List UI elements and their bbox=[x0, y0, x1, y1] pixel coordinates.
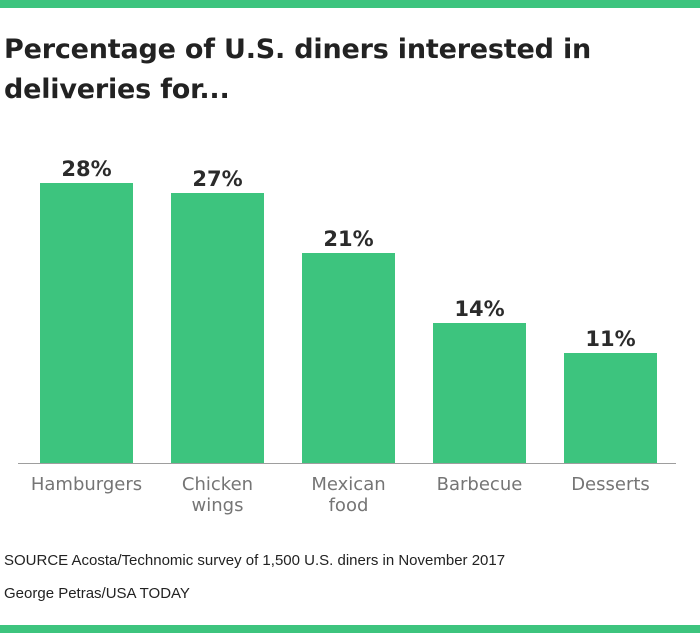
top-rule bbox=[0, 0, 700, 8]
bar bbox=[171, 193, 264, 463]
chart-title: Percentage of U.S. diners interested in … bbox=[4, 34, 592, 105]
bar bbox=[40, 183, 133, 463]
category-label: Hamburgers bbox=[31, 474, 142, 495]
category-label: food bbox=[329, 495, 369, 516]
data-label: 21% bbox=[323, 227, 373, 251]
category-label: wings bbox=[192, 495, 244, 516]
category-label: Desserts bbox=[571, 474, 650, 495]
data-label: 11% bbox=[585, 327, 635, 351]
data-label: 14% bbox=[454, 297, 504, 321]
category-label: Chicken bbox=[182, 474, 253, 495]
bar bbox=[433, 323, 526, 463]
bar bbox=[302, 253, 395, 463]
data-label: 27% bbox=[192, 167, 242, 191]
credit-line: George Petras/USA TODAY bbox=[4, 585, 190, 602]
source-note: SOURCE Acosta/Technomic survey of 1,500 … bbox=[4, 552, 506, 569]
category-label: Mexican bbox=[311, 474, 385, 495]
category-label: Barbecue bbox=[437, 474, 523, 495]
bottom-rule bbox=[0, 625, 700, 633]
bar bbox=[564, 353, 657, 463]
data-label: 28% bbox=[61, 157, 111, 181]
